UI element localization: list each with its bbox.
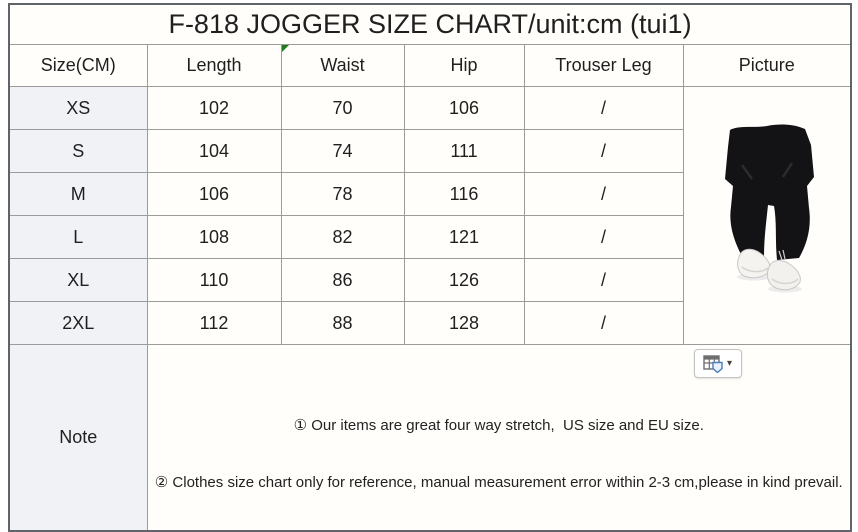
note-cell: ▾ ① Our items are great four way stretch… bbox=[146, 344, 852, 532]
table-row-xl: XL 110 86 126 / bbox=[8, 258, 851, 302]
length-cell: 104 bbox=[146, 129, 282, 173]
title-row: F-818 JOGGER SIZE CHART/unit:cm (tui1) bbox=[8, 3, 852, 45]
trouser-leg-cell: / bbox=[523, 129, 684, 173]
size-cell: L bbox=[8, 215, 148, 259]
trouser-leg-cell: / bbox=[523, 172, 684, 216]
trouser-leg-cell: / bbox=[523, 86, 684, 130]
hip-cell: 106 bbox=[403, 86, 525, 130]
waist-cell: 88 bbox=[280, 301, 405, 345]
size-cell: S bbox=[8, 129, 148, 173]
header-row: Size(CM) Length Waist Hip Trouser Leg Pi… bbox=[8, 44, 852, 87]
size-cell: XL bbox=[8, 258, 148, 302]
hip-cell: 128 bbox=[403, 301, 525, 345]
column-header-hip: Hip bbox=[403, 44, 525, 87]
jogger-model-photo bbox=[724, 124, 814, 293]
size-chart: F-818 JOGGER SIZE CHART/unit:cm (tui1) S… bbox=[8, 3, 853, 532]
column-header-waist: Waist bbox=[280, 44, 405, 87]
length-cell: 110 bbox=[146, 258, 282, 302]
note-line-2: ② Clothes size chart only for reference,… bbox=[154, 474, 843, 491]
waist-cell: 70 bbox=[280, 86, 405, 130]
table-row-2xl: 2XL 112 88 128 / bbox=[8, 301, 851, 345]
size-cell: M bbox=[8, 172, 148, 216]
waist-cell: 74 bbox=[280, 129, 405, 173]
length-cell: 108 bbox=[146, 215, 282, 259]
note-row: Note ▾ ① Our items are great four way st… bbox=[8, 344, 852, 532]
trouser-leg-cell: / bbox=[523, 215, 684, 259]
column-header-length: Length bbox=[146, 44, 282, 87]
waist-cell: 86 bbox=[280, 258, 405, 302]
size-cell: XS bbox=[8, 86, 148, 130]
hip-cell: 121 bbox=[403, 215, 525, 259]
waist-cell: 78 bbox=[280, 172, 405, 216]
column-header-size: Size(CM) bbox=[8, 44, 148, 87]
table-row-l: L 108 82 121 / bbox=[8, 215, 851, 259]
column-header-picture: Picture bbox=[682, 44, 852, 87]
trouser-leg-cell: / bbox=[523, 258, 684, 302]
table-row-xs: XS 102 70 106 / bbox=[8, 86, 852, 345]
error-indicator-icon bbox=[282, 45, 289, 52]
table-grid-icon bbox=[703, 354, 723, 373]
column-header-waist-label: Waist bbox=[320, 55, 365, 75]
column-header-trouser-leg: Trouser Leg bbox=[523, 44, 684, 87]
length-cell: 112 bbox=[146, 301, 282, 345]
hip-cell: 116 bbox=[403, 172, 525, 216]
length-cell: 106 bbox=[146, 172, 282, 216]
table-row-s: S 104 74 111 / bbox=[8, 129, 851, 173]
paste-options-button[interactable]: ▾ bbox=[693, 349, 742, 378]
chart-title: F-818 JOGGER SIZE CHART/unit:cm (tui1) bbox=[8, 3, 852, 45]
size-chart-table: F-818 JOGGER SIZE CHART/unit:cm (tui1) S… bbox=[8, 3, 853, 532]
hip-cell: 126 bbox=[403, 258, 525, 302]
picture-cell bbox=[682, 86, 852, 345]
length-cell: 102 bbox=[146, 86, 282, 130]
note-line-1: ① Our items are great four way stretch, … bbox=[293, 417, 704, 434]
trouser-leg-cell: / bbox=[523, 301, 684, 345]
waist-cell: 82 bbox=[280, 215, 405, 259]
hip-cell: 111 bbox=[403, 129, 525, 173]
size-cell: 2XL bbox=[8, 301, 148, 345]
chevron-down-icon: ▾ bbox=[726, 357, 733, 369]
note-label: Note bbox=[8, 344, 148, 532]
